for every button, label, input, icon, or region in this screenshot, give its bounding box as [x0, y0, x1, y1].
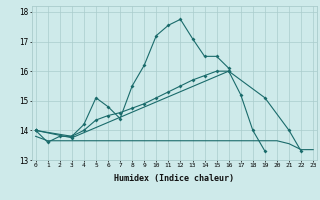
X-axis label: Humidex (Indice chaleur): Humidex (Indice chaleur) — [115, 174, 234, 183]
